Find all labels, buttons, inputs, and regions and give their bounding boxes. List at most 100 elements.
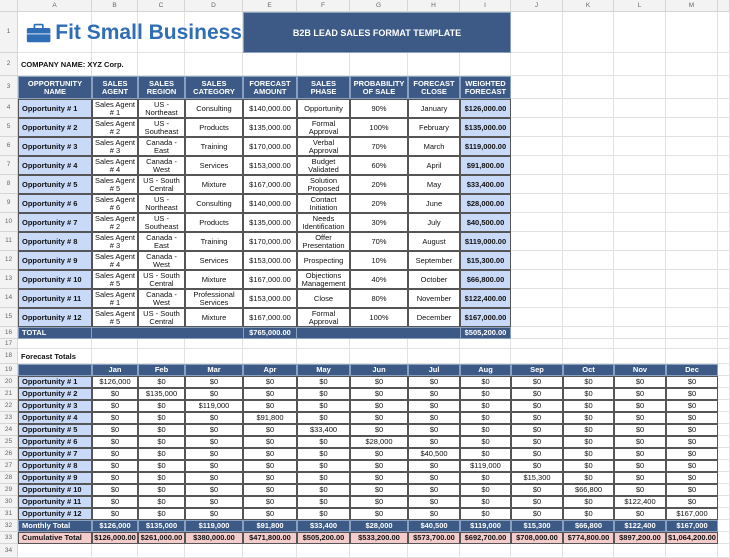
table-cell: 70%: [350, 232, 408, 251]
table-cell: $0: [460, 388, 511, 400]
cell: [563, 289, 614, 308]
table-cell: $0: [666, 484, 718, 496]
cell: [138, 339, 185, 349]
row-number: 24: [0, 424, 18, 436]
table-cell: $122,400.00: [460, 289, 511, 308]
table-cell: $0: [297, 388, 350, 400]
cell: [460, 349, 511, 364]
row-label: Opportunity # 6: [18, 194, 92, 213]
total-value: $897,200.00: [614, 532, 666, 544]
row-number: 30: [0, 496, 18, 508]
table-cell: Services: [185, 156, 243, 175]
table-cell: $0: [511, 412, 563, 424]
table-cell: May: [408, 175, 460, 194]
table-header: OPPORTUNITY NAME: [18, 76, 92, 99]
table-cell: $0: [460, 436, 511, 448]
cell: [511, 270, 563, 289]
table-cell: $0: [243, 376, 297, 388]
cell: [563, 118, 614, 137]
table-cell: Products: [185, 118, 243, 137]
table-cell: Sales Agent # 3: [92, 137, 138, 156]
table-header: SALES AGENT: [92, 76, 138, 99]
cell: [718, 436, 730, 448]
table-cell: US - Northeast: [138, 194, 185, 213]
cell: [614, 194, 666, 213]
row-number: 23: [0, 412, 18, 424]
cell: [243, 544, 297, 558]
row-number: 15: [0, 308, 18, 327]
total-value: $33,400: [297, 520, 350, 532]
cell: [614, 289, 666, 308]
table-cell: $0: [297, 376, 350, 388]
row-number: 20: [0, 376, 18, 388]
table-header: SALES PHASE: [297, 76, 350, 99]
cell: [718, 544, 730, 558]
row-label: Opportunity # 8: [18, 460, 92, 472]
table-cell: $167,000.00: [243, 308, 297, 327]
total-value: $66,800: [563, 520, 614, 532]
cell: [460, 339, 511, 349]
table-cell: $119,000.00: [460, 232, 511, 251]
cell: [563, 76, 614, 99]
table-cell: 20%: [350, 194, 408, 213]
cell: [92, 339, 138, 349]
table-cell: $0: [92, 400, 138, 412]
table-cell: $0: [408, 496, 460, 508]
total-value: $471,800.00: [243, 532, 297, 544]
table-cell: Sales Agent # 6: [92, 194, 138, 213]
table-cell: $0: [614, 448, 666, 460]
total-value: $28,000: [350, 520, 408, 532]
table-cell: $0: [243, 388, 297, 400]
row-number: 7: [0, 156, 18, 175]
row-label: Opportunity # 5: [18, 175, 92, 194]
company-name: COMPANY NAME: XYZ Corp.: [21, 59, 124, 69]
table-cell: $0: [563, 400, 614, 412]
cell: [718, 400, 730, 412]
table-cell: Sales Agent # 1: [92, 99, 138, 118]
table-cell: January: [408, 99, 460, 118]
cell: [614, 251, 666, 270]
cell: [243, 349, 297, 364]
cell: [614, 349, 666, 364]
total-value: $135,000: [138, 520, 185, 532]
row-number: 4: [0, 99, 18, 118]
table-cell: $0: [138, 508, 185, 520]
table-cell: $0: [350, 376, 408, 388]
table-cell: $15,300: [511, 472, 563, 484]
table-cell: 20%: [350, 175, 408, 194]
table-cell: $0: [666, 412, 718, 424]
cell: [614, 327, 666, 339]
table-cell: $0: [243, 436, 297, 448]
cell: [185, 339, 243, 349]
total-value: $119,000: [185, 520, 243, 532]
cell: [18, 339, 92, 349]
table-cell: Mixture: [185, 308, 243, 327]
table-cell: $0: [666, 400, 718, 412]
total-value: $774,800.00: [563, 532, 614, 544]
table-cell: $0: [92, 496, 138, 508]
row-number: 34: [0, 544, 18, 558]
total-value: $1,064,200.00: [666, 532, 718, 544]
cell: [185, 12, 243, 53]
table-cell: Sales Agent # 1: [92, 289, 138, 308]
table-cell: Training: [185, 232, 243, 251]
table-cell: Objections Management: [297, 270, 350, 289]
row-label: Opportunity # 9: [18, 472, 92, 484]
table-cell: $0: [666, 496, 718, 508]
table-cell: $0: [460, 400, 511, 412]
table-cell: Solution Proposed: [297, 175, 350, 194]
cell: [718, 532, 730, 544]
table-cell: $0: [185, 508, 243, 520]
column-letter: [718, 0, 730, 12]
cell: [511, 232, 563, 251]
cell: [18, 349, 92, 364]
table-cell: $0: [138, 436, 185, 448]
month-header: Jan: [92, 364, 138, 376]
total-value: $15,300: [511, 520, 563, 532]
table-cell: $0: [185, 388, 243, 400]
column-letter: M: [666, 0, 718, 12]
cell: [718, 251, 730, 270]
table-cell: $0: [350, 460, 408, 472]
month-header: Dec: [666, 364, 718, 376]
cell: [666, 270, 718, 289]
